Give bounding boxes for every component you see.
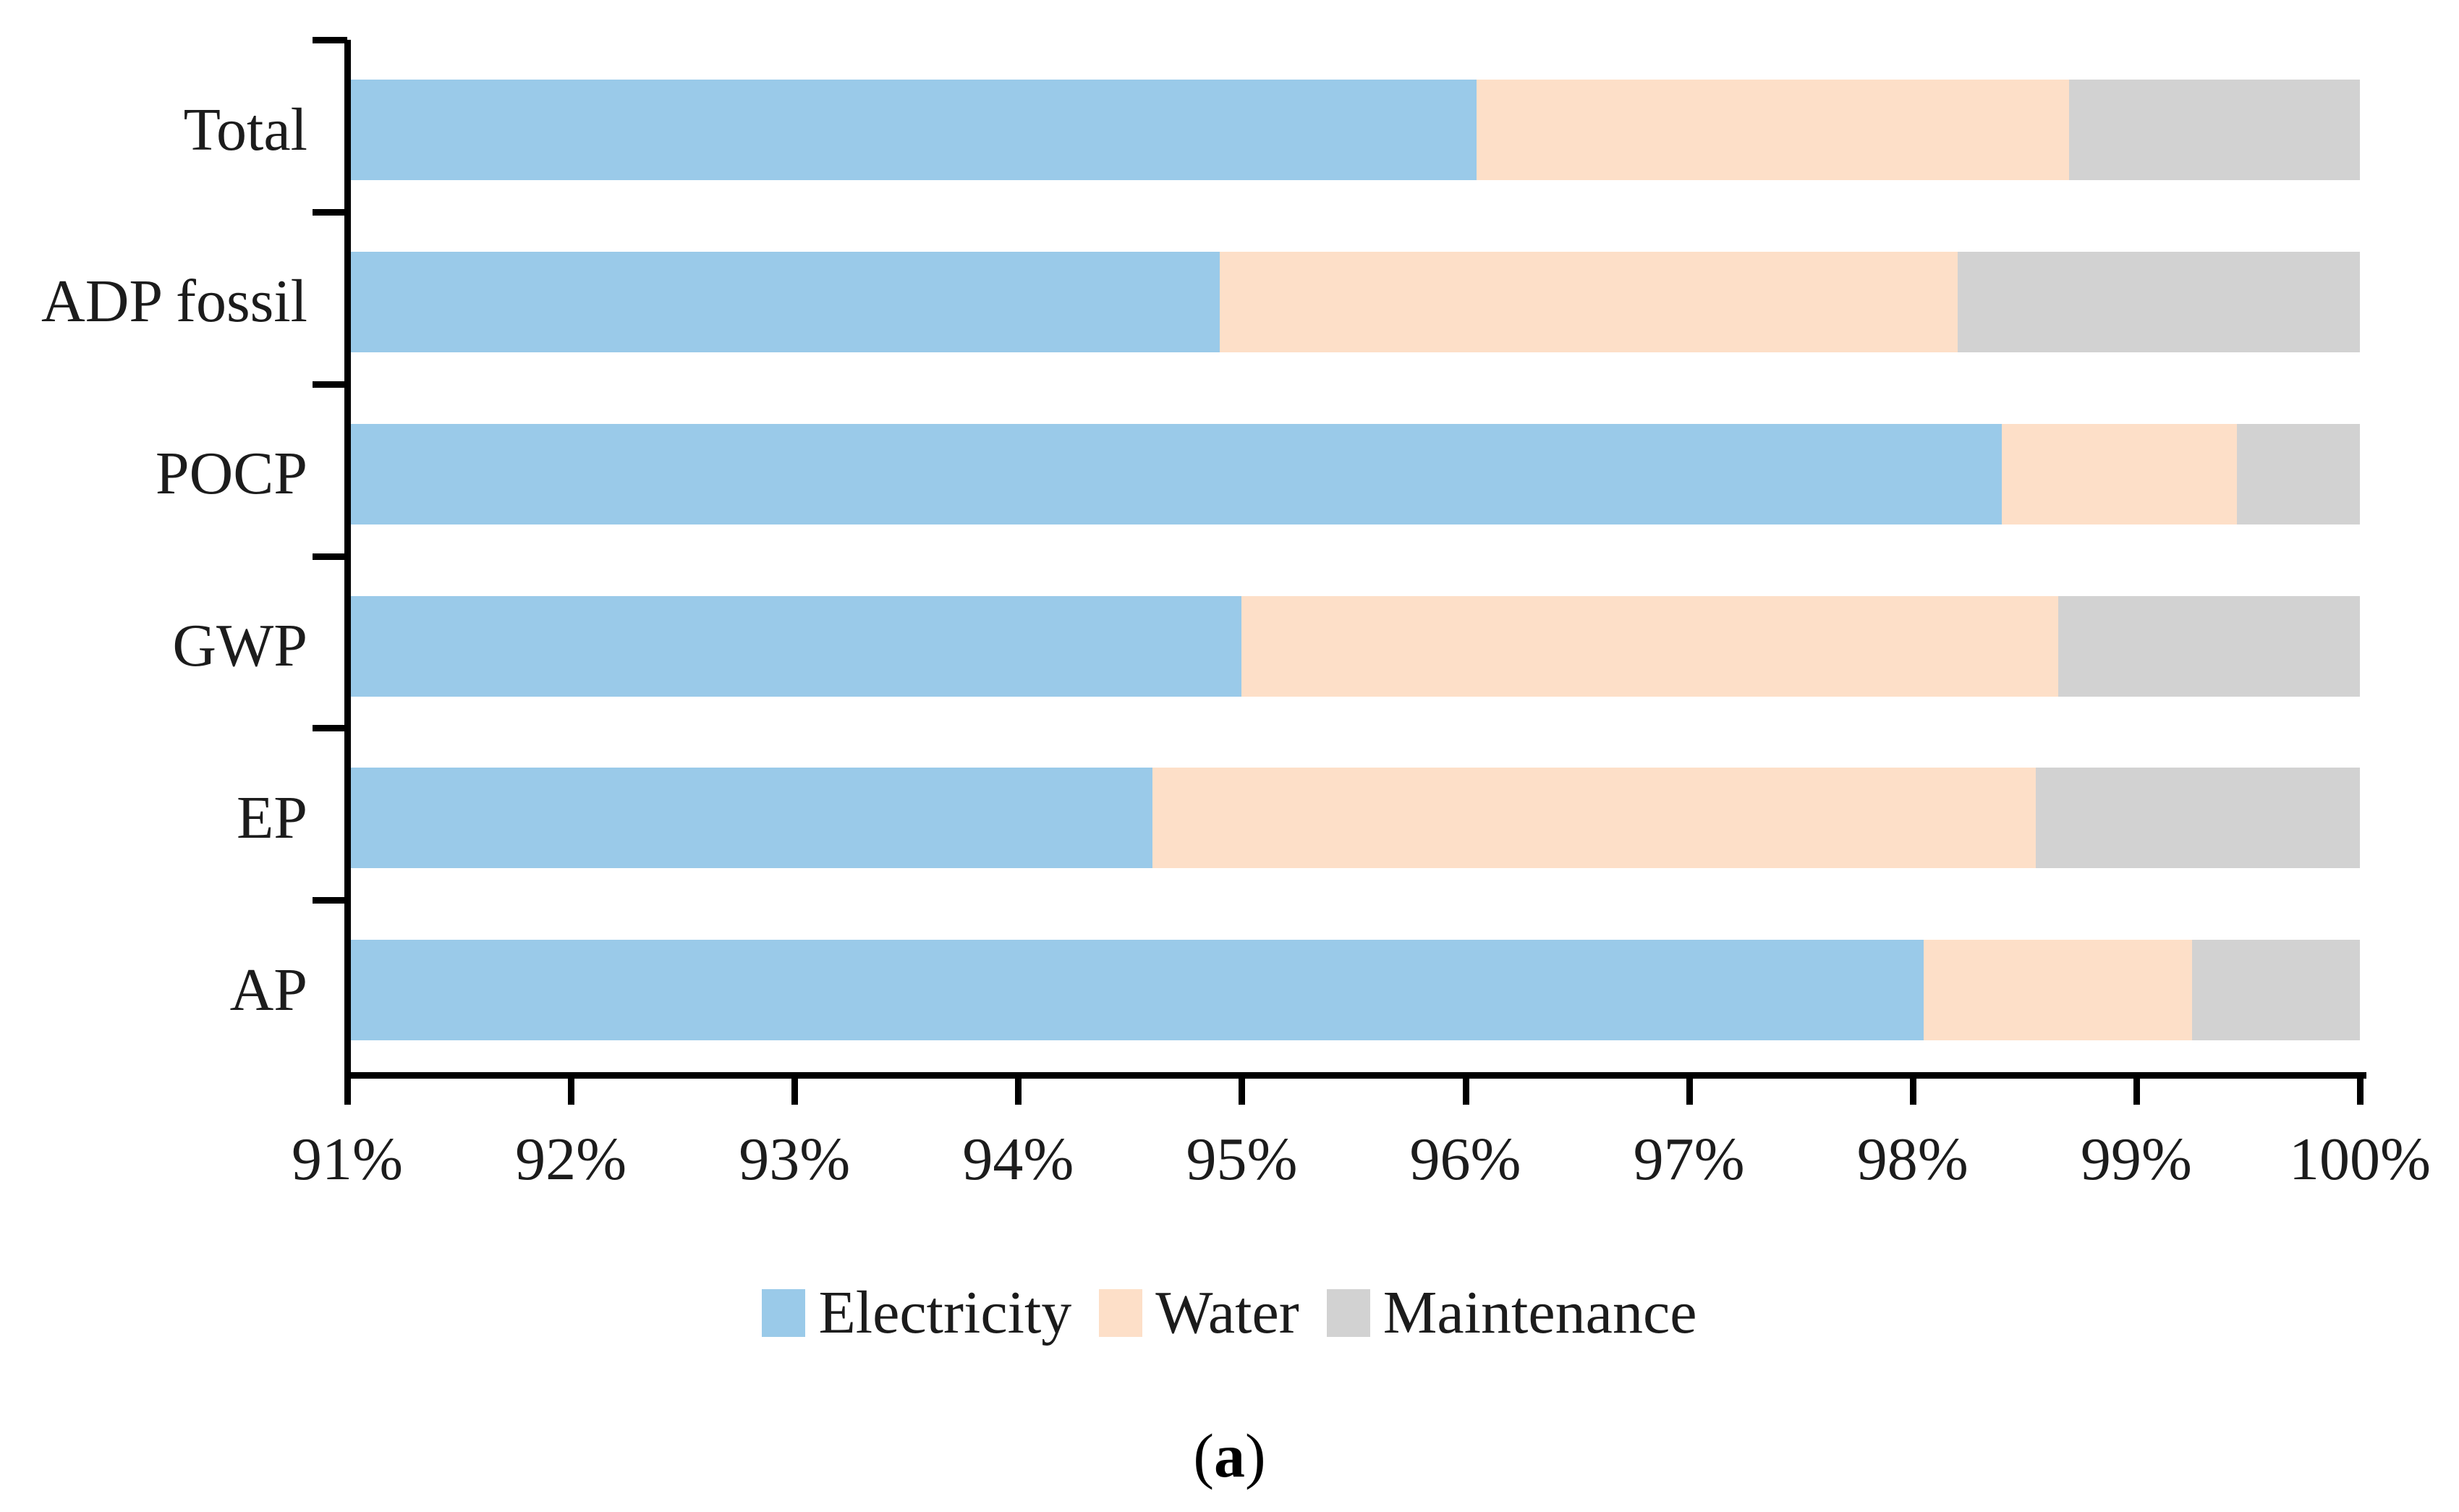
x-axis-tick bbox=[1686, 1079, 1693, 1105]
bar-row bbox=[347, 940, 2360, 1041]
bar-segment-electricity bbox=[347, 595, 1242, 697]
bar-segment-water bbox=[1924, 940, 2193, 1041]
bar-segment-water bbox=[1219, 251, 1958, 352]
bar-segment-electricity bbox=[347, 80, 1477, 180]
x-axis-tick-label: 99% bbox=[2080, 1126, 2192, 1193]
legend-swatch-water bbox=[1099, 1288, 1143, 1337]
x-axis-tick bbox=[1015, 1079, 1022, 1105]
x-axis-tick bbox=[791, 1079, 799, 1105]
bar-segment-maintenance bbox=[2057, 595, 2360, 697]
y-axis-tick bbox=[313, 553, 347, 560]
x-axis-tick-label: 91% bbox=[292, 1126, 403, 1193]
bar-segment-water bbox=[1241, 595, 2058, 697]
x-axis-tick bbox=[2357, 1079, 2364, 1105]
bar-row bbox=[347, 595, 2360, 697]
legend-swatch-electricity bbox=[762, 1288, 806, 1337]
chart-legend: Electricity Water Maintenance bbox=[0, 1278, 2459, 1348]
legend-item-water: Water bbox=[1099, 1278, 1299, 1348]
subfigure-caption: (a) bbox=[0, 1419, 2459, 1492]
bar-segment-maintenance bbox=[2035, 768, 2360, 869]
bar-segment-electricity bbox=[347, 940, 1924, 1041]
category-label: AP bbox=[229, 956, 307, 1024]
y-axis-tick bbox=[313, 381, 347, 388]
bar-segment-electricity bbox=[347, 423, 2003, 524]
bar-segment-maintenance bbox=[2069, 80, 2360, 180]
bar-segment-water bbox=[1152, 768, 2036, 869]
bar-segment-maintenance bbox=[2236, 423, 2360, 524]
legend-item-electricity: Electricity bbox=[762, 1278, 1071, 1348]
y-axis-line bbox=[344, 40, 351, 1079]
x-axis-tick-label: 94% bbox=[962, 1126, 1074, 1193]
category-label: POCP bbox=[155, 440, 307, 508]
x-axis-tick bbox=[568, 1079, 575, 1105]
bar-segment-electricity bbox=[347, 251, 1220, 352]
bar-segment-maintenance bbox=[2192, 940, 2360, 1041]
x-axis-tick bbox=[1462, 1079, 1469, 1105]
y-axis-tick bbox=[313, 897, 347, 904]
category-label: EP bbox=[236, 783, 307, 851]
y-axis-tick bbox=[313, 37, 347, 43]
x-axis-tick bbox=[1909, 1079, 1916, 1105]
bar-segment-maintenance bbox=[1957, 251, 2360, 352]
caption-paren-open: ( bbox=[1193, 1421, 1214, 1490]
x-axis-tick-label: 100% bbox=[2289, 1126, 2431, 1193]
bar-segment-water bbox=[1477, 80, 2070, 180]
x-axis-tick-label: 92% bbox=[515, 1126, 627, 1193]
x-axis-tick-label: 95% bbox=[1186, 1126, 1298, 1193]
x-axis-tick-label: 97% bbox=[1633, 1126, 1745, 1193]
x-axis-tick-label: 96% bbox=[1409, 1126, 1521, 1193]
caption-letter: a bbox=[1214, 1421, 1245, 1490]
bar-row bbox=[347, 251, 2360, 352]
caption-paren-close: ) bbox=[1245, 1421, 1266, 1490]
legend-label-electricity: Electricity bbox=[818, 1279, 1072, 1346]
x-axis-tick bbox=[2133, 1079, 2140, 1105]
legend-item-maintenance: Maintenance bbox=[1326, 1278, 1697, 1348]
y-axis-tick bbox=[313, 208, 347, 216]
bar-segment-water bbox=[2002, 423, 2237, 524]
bar-segment-electricity bbox=[347, 768, 1152, 869]
category-label: ADP fossil bbox=[41, 268, 307, 336]
bar-row bbox=[347, 80, 2360, 180]
bar-row bbox=[347, 768, 2360, 869]
x-axis-tick-label: 98% bbox=[1856, 1126, 1969, 1193]
category-label: GWP bbox=[172, 612, 307, 679]
x-axis-tick bbox=[1239, 1079, 1246, 1105]
legend-label-maintenance: Maintenance bbox=[1383, 1279, 1697, 1346]
legend-swatch-maintenance bbox=[1326, 1288, 1370, 1337]
category-label: Total bbox=[183, 95, 307, 163]
x-axis-tick-label: 93% bbox=[739, 1126, 851, 1193]
x-axis-tick bbox=[344, 1079, 351, 1105]
bar-row bbox=[347, 423, 2360, 524]
x-axis-line bbox=[344, 1072, 2366, 1079]
legend-label-water: Water bbox=[1155, 1279, 1299, 1346]
y-axis-tick bbox=[313, 725, 347, 732]
